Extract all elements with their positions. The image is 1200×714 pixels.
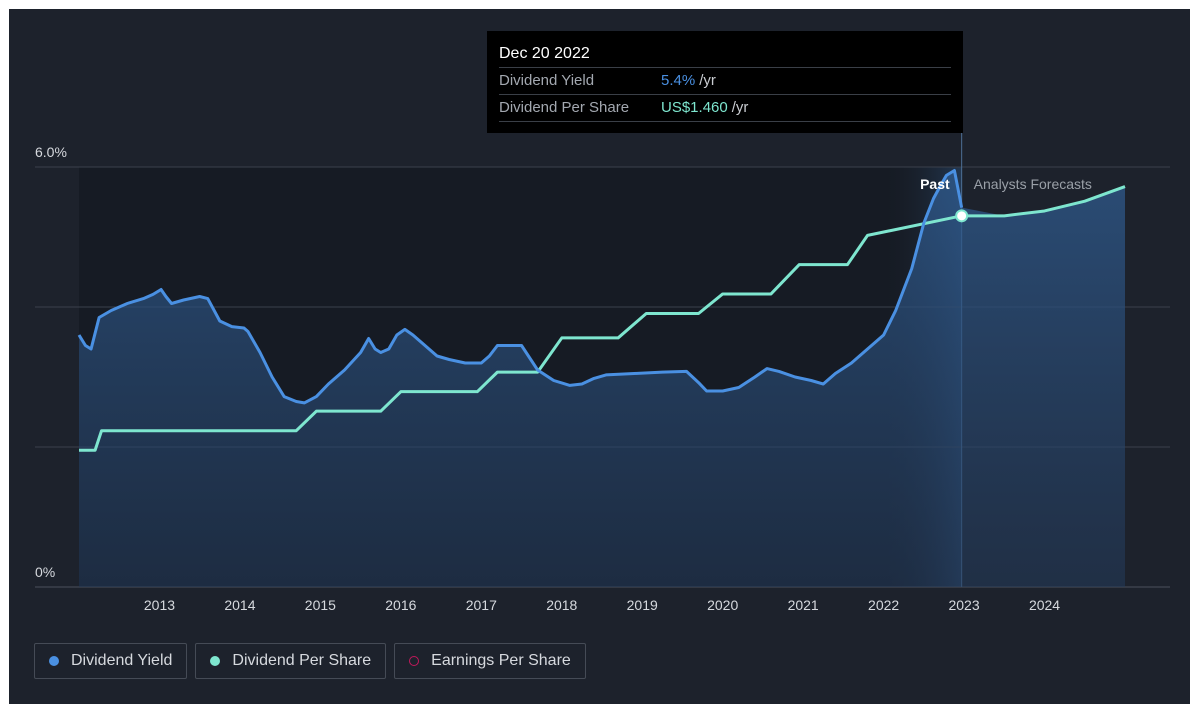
x-tick-label: 2024 <box>1029 597 1060 613</box>
current-point-marker <box>955 209 969 223</box>
x-tick-label: 2013 <box>144 597 175 613</box>
x-tick-label: 2018 <box>546 597 577 613</box>
chart-area: 2013 2014 2015 2016 2017 2018 2019 2020 2021 2022… <box>35 31 1170 613</box>
tooltip-divider <box>499 121 951 122</box>
x-tick-label: 2020 <box>707 597 738 613</box>
legend-item-earnings-per-share[interactable]: Earnings Per Share <box>394 643 586 679</box>
tooltip-unit: /yr <box>699 72 716 89</box>
legend: Dividend Yield Dividend Per Share Earnin… <box>34 643 586 679</box>
tooltip-value: 5.4% <box>661 72 696 89</box>
dividend-per-share-dot-icon <box>210 656 221 666</box>
past-label: Past <box>920 176 950 192</box>
x-tick-label: 2023 <box>948 597 979 613</box>
tooltip-value-wrap: US$1.460/yr <box>661 95 748 121</box>
tooltip-row-dividend-per-share: Dividend Per Share US$1.460/yr <box>499 94 951 121</box>
earnings-per-share-ring-icon <box>409 656 420 666</box>
analysts-forecasts-label: Analysts Forecasts <box>974 176 1092 192</box>
y-tick-label-bottom: 0% <box>35 564 55 580</box>
legend-label: Dividend Yield <box>71 652 173 669</box>
dividend-yield-dot-icon <box>49 656 59 666</box>
legend-label: Earnings Per Share <box>431 652 571 669</box>
x-tick-label: 2022 <box>868 597 899 613</box>
x-tick-label: 2016 <box>385 597 416 613</box>
series-lines <box>77 169 1126 452</box>
chart-labels: 6.0% 0% Past Analysts Forecasts <box>35 144 1092 580</box>
tooltip-date: Dec 20 2022 <box>499 45 590 62</box>
x-tick-label: 2019 <box>627 597 658 613</box>
tooltip-row-dividend-yield: Dividend Yield 5.4%/yr <box>499 67 951 94</box>
dividend-per-share-line <box>79 185 1126 452</box>
y-tick-label-top: 6.0% <box>35 144 67 160</box>
x-tick-label: 2014 <box>224 597 255 613</box>
hover-tooltip: Dec 20 2022 Dividend Yield 5.4%/yr Divid… <box>487 31 963 133</box>
dividend-yield-line <box>77 169 964 405</box>
chart-card: 2013 2014 2015 2016 2017 2018 2019 2020 2021 2022… <box>9 9 1190 704</box>
tooltip-label: Dividend Per Share <box>499 99 630 116</box>
legend-label: Dividend Per Share <box>232 652 372 669</box>
x-axis: 2013 2014 2015 2016 2017 2018 2019 2020 2021 2022… <box>144 597 1060 613</box>
dividend-yield-area <box>79 170 1125 587</box>
tooltip-value-wrap: 5.4%/yr <box>661 68 716 94</box>
x-tick-label: 2017 <box>466 597 497 613</box>
x-tick-label: 2015 <box>305 597 336 613</box>
tooltip-value: US$1.460 <box>661 99 728 116</box>
legend-item-dividend-yield[interactable]: Dividend Yield <box>34 643 188 679</box>
tooltip-label: Dividend Yield <box>499 72 595 89</box>
tooltip-unit: /yr <box>731 99 749 116</box>
legend-item-dividend-per-share[interactable]: Dividend Per Share <box>195 643 387 679</box>
dividend-yield-area-fill <box>79 170 1125 587</box>
x-tick-label: 2021 <box>788 597 819 613</box>
